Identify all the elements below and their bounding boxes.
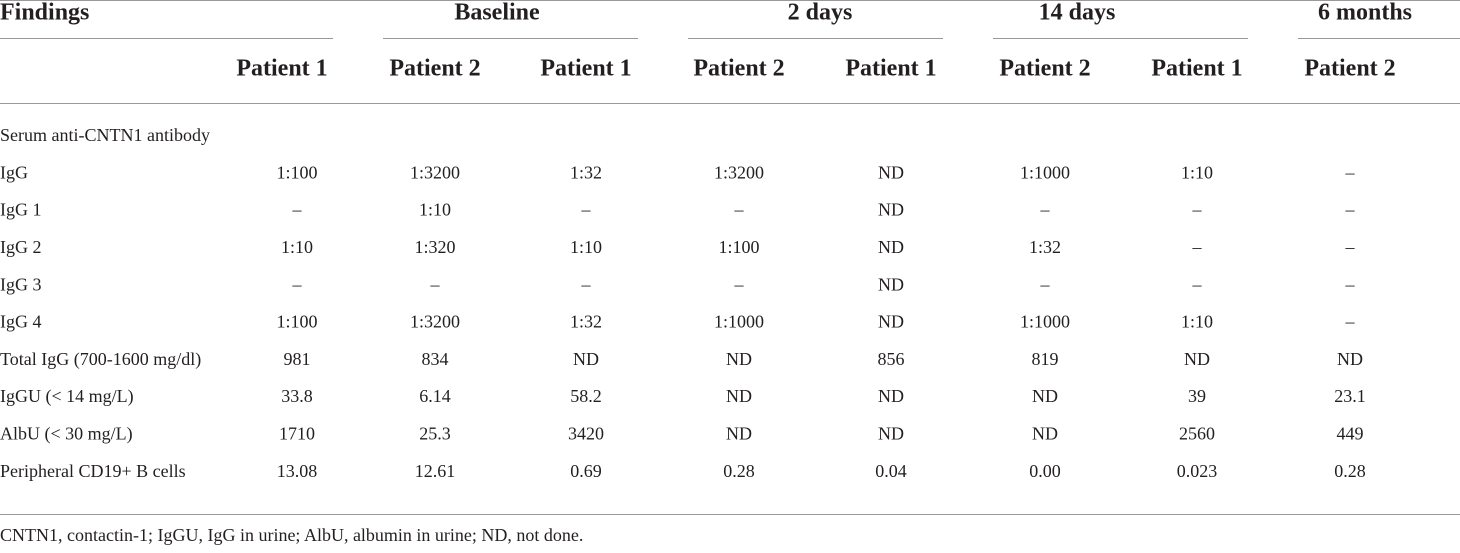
cell: ND <box>878 386 904 406</box>
cell: 0.28 <box>1334 461 1366 481</box>
cell: ND <box>878 274 904 294</box>
cell: 0.69 <box>570 461 602 481</box>
cell: – <box>1345 162 1356 182</box>
cell: 6.14 <box>419 386 451 406</box>
row-label: IgG 3 <box>0 274 42 294</box>
cell: ND <box>878 424 904 444</box>
cell: 819 <box>1032 349 1059 369</box>
cell: 1:1000 <box>1020 312 1070 332</box>
cell: ND <box>726 424 752 444</box>
cell: 856 <box>878 349 905 369</box>
cell: 3420 <box>568 424 604 444</box>
cell: 1:100 <box>718 237 759 257</box>
cell: 981 <box>284 349 311 369</box>
cell: – <box>1345 274 1356 294</box>
cell: 1:32 <box>570 312 602 332</box>
cell: – <box>1345 237 1356 257</box>
row-label: IgG <box>0 162 28 182</box>
cell: ND <box>726 349 752 369</box>
cell: 39 <box>1188 386 1206 406</box>
cell: 1:32 <box>570 162 602 182</box>
cell: ND <box>573 349 599 369</box>
cell: 1:100 <box>276 312 317 332</box>
cell: 12.61 <box>415 461 456 481</box>
column-header: Patient 1 <box>236 56 327 82</box>
row-label: IgG 2 <box>0 237 42 257</box>
group-header: Baseline <box>454 0 540 26</box>
cell: ND <box>878 162 904 182</box>
cell: 1:3200 <box>410 162 460 182</box>
cell: ND <box>1032 424 1058 444</box>
column-header: Patient 2 <box>1304 56 1395 82</box>
cell: – <box>734 200 745 220</box>
cell: ND <box>878 200 904 220</box>
cell: 1:3200 <box>714 162 764 182</box>
cell: – <box>1192 200 1203 220</box>
group-header: Findings <box>0 0 89 26</box>
cell: ND <box>1184 349 1210 369</box>
cell: – <box>292 200 303 220</box>
column-header: Patient 2 <box>389 56 480 82</box>
cell: 449 <box>1337 424 1364 444</box>
column-header: Patient 2 <box>999 56 1090 82</box>
cell: 1:100 <box>276 162 317 182</box>
cell: 1:10 <box>570 237 602 257</box>
cell: 0.28 <box>723 461 755 481</box>
cell: 33.8 <box>281 386 313 406</box>
cell: 25.3 <box>419 424 451 444</box>
row-label: Total IgG (700-1600 mg/dl) <box>0 349 201 370</box>
cell: – <box>430 274 441 294</box>
row-label: IgG 1 <box>0 200 42 220</box>
row-label: IgG 4 <box>0 312 42 332</box>
cell: 0.023 <box>1177 461 1218 481</box>
cell: 834 <box>422 349 449 369</box>
cell: 2560 <box>1179 424 1215 444</box>
cell: 0.00 <box>1029 461 1061 481</box>
group-header: 14 days <box>1039 0 1116 26</box>
group-header: 2 days <box>788 0 853 26</box>
cell: 1:1000 <box>714 312 764 332</box>
cell: 1:10 <box>419 200 451 220</box>
cell: 0.04 <box>875 461 907 481</box>
cell: 13.08 <box>277 461 318 481</box>
cell: – <box>581 200 592 220</box>
cell: – <box>581 274 592 294</box>
row-label: AlbU (< 30 mg/L) <box>0 424 133 445</box>
cell: ND <box>1032 386 1058 406</box>
group-header: 6 months <box>1318 0 1412 26</box>
cell: ND <box>1337 349 1363 369</box>
cell: 1:3200 <box>410 312 460 332</box>
column-header: Patient 1 <box>540 56 631 82</box>
cell: – <box>1040 200 1051 220</box>
row-label: IgGU (< 14 mg/L) <box>0 386 134 407</box>
cell: – <box>734 274 745 294</box>
cell: 1:32 <box>1029 237 1061 257</box>
cell: 1710 <box>279 424 315 444</box>
row-label: Serum anti-CNTN1 antibody <box>0 125 210 145</box>
cell: – <box>292 274 303 294</box>
cell: 1:10 <box>281 237 313 257</box>
cell: – <box>1040 274 1051 294</box>
row-label: Peripheral CD19+ B cells <box>0 461 186 481</box>
cell: 23.1 <box>1334 386 1366 406</box>
cell: ND <box>726 386 752 406</box>
cell: – <box>1345 200 1356 220</box>
cell: 1:1000 <box>1020 162 1070 182</box>
cell: – <box>1192 274 1203 294</box>
cell: 1:320 <box>414 237 455 257</box>
cell: – <box>1192 237 1203 257</box>
column-header: Patient 2 <box>693 56 784 82</box>
cell: – <box>1345 312 1356 332</box>
cell: 1:10 <box>1181 162 1213 182</box>
column-header: Patient 1 <box>845 56 936 82</box>
cell: ND <box>878 237 904 257</box>
cell: 58.2 <box>570 386 602 406</box>
cell: 1:10 <box>1181 312 1213 332</box>
column-header: Patient 1 <box>1151 56 1242 82</box>
footnote: CNTN1, contactin-1; IgGU, IgG in urine; … <box>0 525 583 545</box>
cell: ND <box>878 312 904 332</box>
